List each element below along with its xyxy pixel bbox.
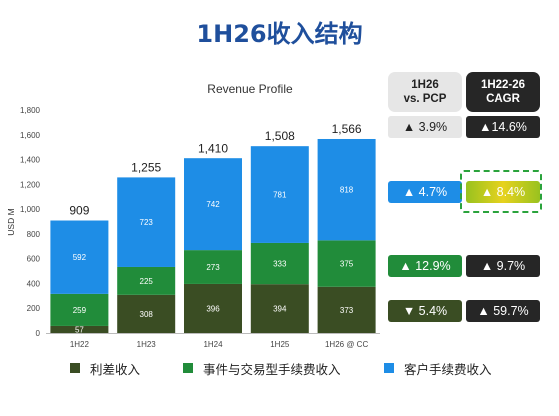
bar-segment [50, 220, 109, 294]
legend-label-interest: 利差收入 [90, 362, 141, 377]
cagr-highlight-box [460, 170, 542, 213]
pcp-header-line2: vs. PCP [403, 93, 447, 105]
bar-value-label: 333 [273, 260, 287, 269]
y-tick-label: 0 [36, 329, 41, 338]
bar-segment [317, 240, 376, 287]
bar-value-label: 592 [73, 253, 87, 262]
bar-value-label: 373 [340, 306, 354, 315]
y-tick-label: 400 [27, 279, 41, 288]
bar-total-label: 1,508 [265, 129, 295, 143]
y-tick-label: 600 [27, 255, 41, 264]
x-tick-label: 1H26 @ CC [325, 340, 368, 349]
bar-segment [117, 266, 176, 295]
x-tick-label: 1H25 [270, 340, 290, 349]
bar-value-label: 818 [340, 186, 354, 195]
client-fee-pcp-cell: ▲ 4.7% [388, 181, 462, 203]
bar-value-label: 375 [340, 260, 354, 269]
y-tick-label: 800 [27, 230, 41, 239]
bar-total-label: 1,410 [198, 141, 228, 155]
chart-title: Revenue Profile [207, 82, 293, 96]
bar-segment [50, 293, 109, 326]
client-fee-cagr-cell: ▲ 8.4% [466, 181, 540, 203]
bar-segment [250, 242, 309, 285]
bar-value-label: 396 [206, 304, 220, 313]
bar-segment [184, 250, 242, 284]
legend-swatch-interest [70, 363, 80, 373]
cagr-header-line2: CAGR [486, 93, 520, 105]
y-axis-label: USD M [6, 208, 16, 235]
cagr-header: 1H22-26 CAGR [466, 72, 540, 112]
x-axis: 1H22 1H23 1H24 1H25 1H26 @ CC [46, 333, 380, 349]
bar-segment [50, 325, 109, 333]
bar-total-label: 1,255 [131, 161, 161, 175]
interest-pcp-cell: ▼ 5.4% [388, 300, 462, 322]
y-tick-label: 1,200 [20, 180, 41, 189]
bar-segment [317, 286, 376, 333]
bar-value-label: 742 [206, 200, 220, 209]
page-title: 1H26收入结构 [196, 20, 363, 48]
bar-value-label: 225 [140, 277, 154, 286]
legend-item-client: 客户手续费收入 [384, 360, 492, 377]
bar-value-label: 781 [273, 191, 287, 200]
bars: 57 259 592 909 308 225 723 1,255 396 273 742 1,410 3… [50, 122, 376, 334]
bar-segment [184, 283, 242, 333]
bar-value-label: 723 [140, 218, 154, 227]
y-tick-label: 1,000 [20, 205, 41, 214]
legend-item-event: 事件与交易型手续费收入 [183, 360, 341, 377]
bar-value-label: 259 [73, 306, 87, 315]
legend-swatch-event [183, 363, 193, 373]
bar-segment [250, 284, 309, 333]
total-cagr-cell: ▲14.6% [466, 116, 540, 138]
x-tick-label: 1H23 [137, 340, 157, 349]
bar-segment [317, 138, 376, 241]
event-fee-pcp-cell: ▲ 12.9% [388, 255, 462, 277]
y-tick-label: 1,600 [20, 131, 41, 140]
y-tick-label: 200 [27, 304, 41, 313]
bar-segment [117, 294, 176, 333]
x-tick-label: 1H22 [70, 340, 90, 349]
y-tick-label: 1,400 [20, 156, 41, 165]
pcp-header: 1H26 vs. PCP [388, 72, 462, 112]
x-tick-label: 1H24 [203, 340, 223, 349]
y-axis: 0 200 400 600 800 1,000 1,200 1,400 1,600 1,800 [20, 106, 41, 338]
legend-label-client: 客户手续费收入 [404, 362, 492, 377]
bar-segment [184, 158, 242, 251]
total-pcp-cell: ▲ 3.9% [388, 116, 462, 138]
pcp-header-line1: 1H26 [411, 79, 439, 91]
event-fee-cagr-cell: ▲ 9.7% [466, 255, 540, 277]
bar-segment [250, 146, 309, 243]
legend-item-interest: 利差收入 [70, 360, 141, 377]
bar-total-label: 1,566 [332, 122, 362, 136]
legend-label-event: 事件与交易型手续费收入 [203, 362, 341, 377]
bar-total-label: 909 [69, 203, 89, 217]
legend-swatch-client [384, 363, 394, 373]
bar-segment [117, 177, 176, 267]
interest-cagr-cell: ▲ 59.7% [466, 300, 540, 322]
bar-value-label: 394 [273, 305, 287, 314]
cagr-header-line1: 1H22-26 [480, 79, 526, 91]
bar-value-label: 57 [75, 325, 84, 334]
bar-value-label: 273 [206, 263, 220, 272]
y-tick-label: 1,800 [20, 106, 41, 115]
bar-value-label: 308 [140, 310, 154, 319]
